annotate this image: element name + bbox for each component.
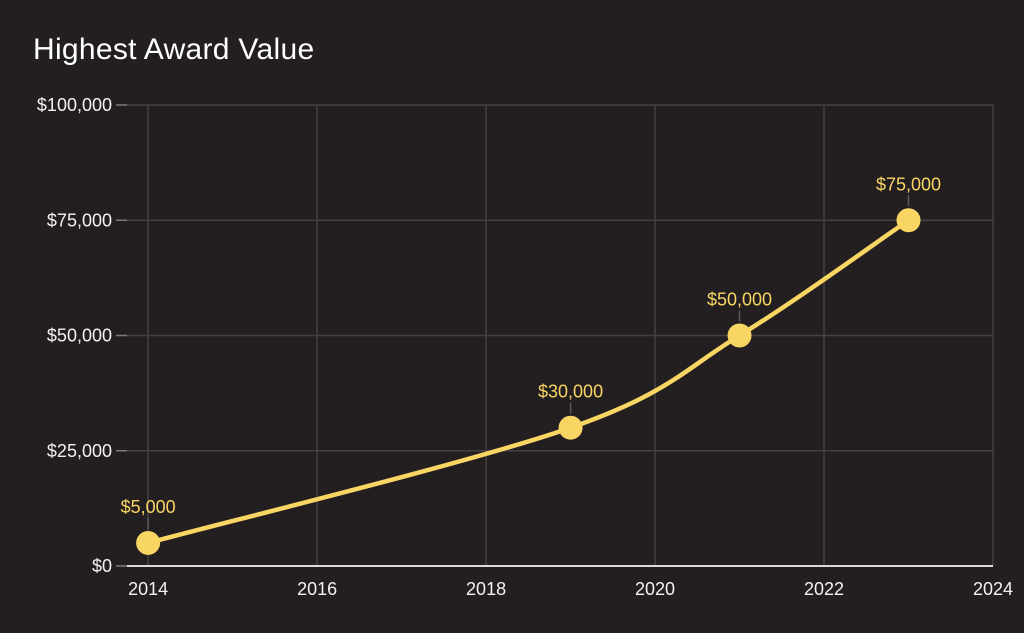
data-point-label: $75,000	[876, 174, 941, 194]
data-point-label: $5,000	[121, 497, 176, 517]
data-point-label: $50,000	[707, 290, 772, 310]
y-tick-label: $25,000	[47, 441, 112, 461]
x-tick-label: 2018	[466, 579, 506, 599]
data-point-marker[interactable]	[136, 530, 161, 555]
data-point-label: $30,000	[538, 382, 603, 402]
y-tick-label: $50,000	[47, 326, 112, 346]
y-tick-label: $0	[92, 556, 112, 576]
y-tick-label: $100,000	[37, 95, 112, 115]
award-value-line	[145, 218, 911, 546]
x-tick-label: 2016	[297, 579, 337, 599]
x-tick-label: 2020	[635, 579, 675, 599]
y-tick-label: $75,000	[47, 210, 112, 230]
data-point-marker[interactable]	[896, 208, 921, 233]
chart-title: Highest Award Value	[33, 33, 315, 66]
data-point-marker[interactable]	[727, 323, 752, 348]
data-point-marker[interactable]	[558, 415, 583, 440]
x-tick-label: 2014	[128, 579, 168, 599]
x-tick-label: 2022	[804, 579, 844, 599]
x-tick-label: 2024	[973, 579, 1013, 599]
